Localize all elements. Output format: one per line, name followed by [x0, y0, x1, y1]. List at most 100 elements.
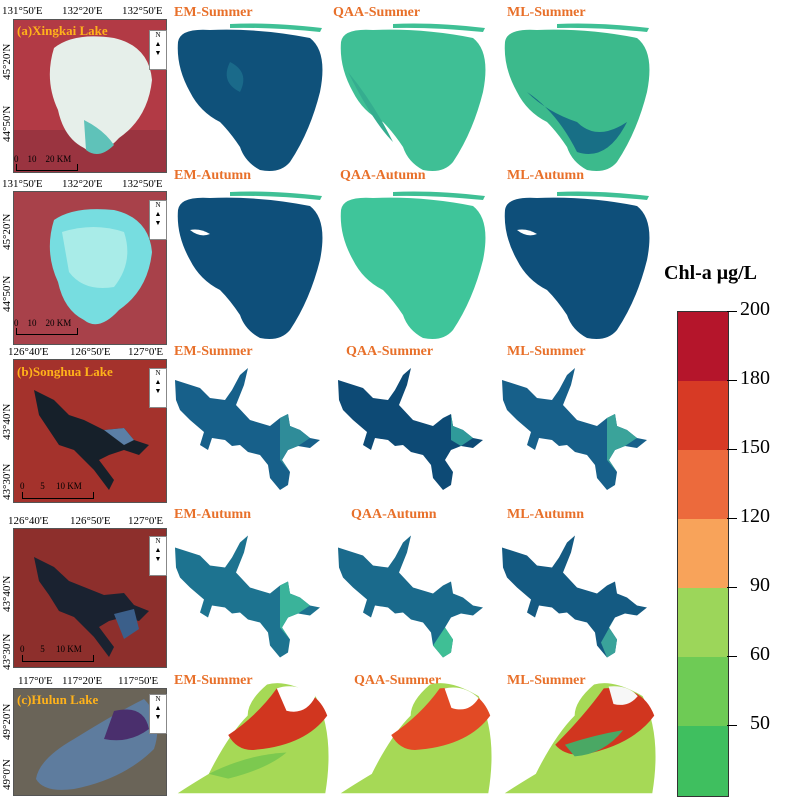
row5-coord-left-2: 49°0'N	[1, 759, 13, 790]
legend-tick	[727, 518, 737, 519]
map-em-autumn-xingkai	[170, 190, 330, 340]
map-ml-autumn-xingkai	[497, 190, 657, 340]
row2-coord-left-1: 45°20'N	[1, 213, 13, 250]
songhua-summer-thumbnail	[13, 359, 167, 503]
coord-top-1: 117°0'E	[18, 675, 53, 687]
coord-top-1: 126°40'E	[8, 515, 49, 527]
map-em-summer-hulun	[170, 675, 335, 795]
legend-tick-label: 180	[740, 367, 770, 389]
coord-top-3: 132°50'E	[122, 5, 163, 17]
map-ml-summer-xingkai	[497, 22, 657, 172]
map-image	[175, 368, 320, 490]
coord-top-1: 131°50'E	[2, 178, 43, 190]
map-image	[504, 191, 650, 339]
row2-coord-left-2: 44°50'N	[1, 275, 13, 312]
map-image	[502, 368, 647, 490]
color-bar	[677, 311, 729, 797]
hulun-summer-thumbnail	[13, 688, 167, 796]
xingkai-autumn-thumbnail	[13, 191, 167, 345]
legend-tick	[727, 587, 737, 588]
panel-label: EM-Summer	[174, 5, 253, 20]
scale-bar-row3: 0 5 10 KM	[20, 481, 82, 491]
map-image	[175, 535, 320, 658]
map-image	[338, 535, 483, 658]
panel-label: ML-Summer	[507, 344, 586, 359]
map-image	[338, 368, 483, 490]
lake-label-songhua: (b)Songhua Lake	[17, 364, 113, 379]
legend-tick-label: 200	[740, 298, 770, 320]
legend-tick-label: 60	[750, 643, 770, 665]
panel-label: QAA-Autumn	[340, 168, 426, 183]
row4-coord-left-1: 43°40'N	[1, 575, 13, 612]
row3-coord-left-2: 43°30'N	[1, 463, 13, 500]
color-bar-segment	[678, 588, 728, 657]
songhua-autumn-thumbnail	[13, 528, 167, 668]
legend-tick-label: 50	[750, 712, 770, 734]
legend-tick-label: 90	[750, 574, 770, 596]
panel-label: EM-Summer	[174, 344, 253, 359]
color-bar-segment	[678, 450, 728, 519]
coord-top-3: 132°50'E	[122, 178, 163, 190]
legend-title: Chl-a μg/L	[664, 262, 758, 284]
map-image	[340, 191, 486, 339]
coord-top-1: 131°50'E	[2, 5, 43, 17]
color-bar-segment	[678, 657, 728, 726]
panel-label: ML-Summer	[507, 673, 586, 688]
panel-label: QAA-Autumn	[351, 507, 437, 522]
row1-coord-left-2: 44°50'N	[1, 105, 13, 142]
coord-top-3: 127°0'E	[128, 346, 164, 358]
map-em-summer-songhua	[170, 360, 330, 495]
panel-label: ML-Autumn	[507, 507, 585, 522]
legend-tick	[727, 725, 737, 726]
coord-top-1: 126°40'E	[8, 346, 49, 358]
lake-label-hulun: (c)Hulun Lake	[17, 692, 99, 707]
lake-label-xingkai: (a)Xingkai Lake	[17, 23, 108, 38]
map-qaa-autumn-xingkai	[333, 190, 493, 340]
satellite-image	[14, 689, 166, 795]
panel-label: EM-Autumn	[174, 507, 252, 522]
panel-label: EM-Summer	[174, 673, 253, 688]
coord-top-2: 126°50'E	[70, 346, 111, 358]
scale-bar-row2: 0 10 20 KM	[14, 318, 72, 328]
map-ml-autumn-songhua	[497, 525, 657, 665]
legend-tick	[727, 656, 737, 657]
satellite-image	[14, 20, 166, 172]
scale-bar-line	[22, 492, 94, 499]
map-ml-summer-songhua	[497, 360, 657, 495]
xingkai-summer-thumbnail	[13, 19, 167, 173]
scale-bar-row1: 0 10 20 KM	[14, 154, 72, 164]
coord-top-2: 132°20'E	[62, 178, 103, 190]
legend-tick	[727, 449, 737, 450]
row3-coord-left-1: 43°40'N	[1, 403, 13, 440]
map-image	[504, 23, 650, 171]
map-qaa-autumn-songhua	[333, 525, 493, 665]
scale-bar-line	[16, 164, 78, 171]
scale-bar-line	[22, 655, 94, 662]
scale-bar-row4: 0 5 10 KM	[20, 644, 82, 654]
north-arrow-icon: N ▲ ▼	[149, 368, 167, 408]
map-ml-summer-hulun	[497, 675, 662, 795]
satellite-image	[14, 529, 166, 667]
coord-top-2: 117°20'E	[62, 675, 103, 687]
row4-coord-left-2: 43°30'N	[1, 633, 13, 670]
color-bar-segment	[678, 726, 728, 796]
map-qaa-summer-hulun	[333, 675, 498, 795]
legend-tick-label: 150	[740, 436, 770, 458]
map-em-autumn-songhua	[170, 525, 330, 665]
color-bar-segment	[678, 519, 728, 588]
legend-tick	[727, 311, 737, 312]
north-arrow-icon: N ▲ ▼	[149, 30, 167, 70]
map-image	[340, 683, 492, 794]
satellite-image	[14, 360, 166, 502]
map-image	[177, 23, 323, 171]
map-image	[502, 535, 647, 658]
satellite-image	[14, 192, 166, 344]
legend-tick	[727, 380, 737, 381]
panel-label: ML-Autumn	[507, 168, 585, 183]
map-image	[504, 683, 656, 794]
coord-top-2: 132°20'E	[62, 5, 103, 17]
panel-label: QAA-Summer	[333, 5, 421, 20]
panel-label: QAA-Summer	[354, 673, 442, 688]
row1-coord-left-1: 45°20'N	[1, 43, 13, 80]
legend-tick-label: 120	[740, 505, 770, 527]
